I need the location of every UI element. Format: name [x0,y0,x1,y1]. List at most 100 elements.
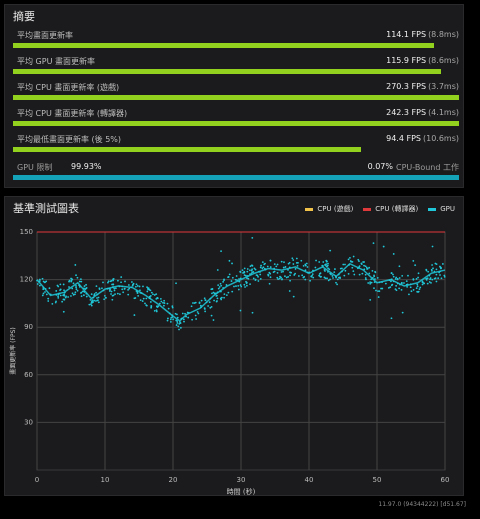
gpu-point [401,311,404,314]
gpu-point [262,266,265,269]
gpu-point [136,285,139,287]
gpu-point [301,274,304,277]
fps-bar [13,147,361,152]
gpu-point [309,279,312,282]
gpu-point [336,283,339,286]
gpu-point [398,277,401,279]
gpu-point [158,302,161,305]
gpu-point [342,263,345,266]
gpu-point [82,294,85,297]
gpu-point [194,314,197,317]
gpu-point [65,295,67,298]
gpu-point [419,286,422,289]
gpu-point [150,305,153,308]
gpu-point [155,293,158,296]
bar-track [13,147,459,152]
gpu-point [210,306,213,308]
gpu-point [231,262,233,265]
gpu-point [431,245,434,248]
gpu-point [275,265,278,268]
gpu-point [326,264,329,267]
gpu-point [179,326,182,329]
gpu-point [142,285,144,288]
gpu-point [378,281,381,284]
gpu-point [149,294,152,297]
gpu-point [214,292,217,295]
gpu-point [47,297,50,300]
gpu-point [443,275,446,278]
gpu-point [90,303,92,306]
gpu-point [45,293,48,296]
gpu-point [111,298,114,301]
x-tick-label: 30 [237,476,246,484]
gpu-point [222,280,225,283]
gpu-point [415,287,418,290]
gpu-point [227,276,229,278]
gpu-point [395,284,398,287]
gpu-point [59,294,62,297]
gpu-point [306,271,309,274]
gpu-point [395,276,398,279]
summary-title: 摘要 [13,10,35,23]
row-value: 115.9 FPS (8.6ms) [386,56,459,65]
gpu-point [333,271,336,274]
gpu-point [239,309,242,312]
gpu-point [192,302,194,304]
gpu-point [410,290,413,293]
gpu-point [273,270,276,273]
gpu-point [263,263,266,266]
avg-low-fps-row: 平均最低畫面更新率 (後 5%) 94.4 FPS (10.6ms) [13,131,459,157]
fps-bar [13,121,459,126]
gpu-point [216,297,219,300]
gpu-point [351,261,354,263]
gpu-bound-row: GPU 限制 99.93% 0.07% CPU-Bound 工作 [13,159,459,185]
gpu-point [150,291,153,294]
gpu-point [435,280,438,283]
gpu-point [245,274,247,277]
gpu-point [263,267,266,270]
gpu-point [363,261,365,263]
gpu-point [394,278,397,280]
gpu-point [380,287,382,290]
gpu-point [358,265,361,268]
gpu-point [114,293,116,296]
gpu-point [128,287,131,290]
gpu-point [105,296,107,299]
gpu-point [302,265,305,267]
gpu-point [250,269,253,272]
gpu-point [439,270,442,273]
bar-track [13,69,459,74]
gpu-point [368,266,371,269]
x-tick-label: 50 [373,476,382,484]
gpu-point [88,303,91,306]
gpu-point [191,318,194,321]
gpu-point [297,275,300,277]
row-label: 平均 GPU 畫面更新率 [17,57,95,66]
gpu-point [364,265,367,268]
gpu-point [79,278,82,281]
gpu-point [177,325,180,328]
gpu-point [142,297,145,300]
gpu-point [167,307,170,310]
gpu-point [243,283,246,286]
legend-item-gpu[interactable]: GPU [428,204,455,214]
gpu-point [249,265,252,268]
gpu-point [373,281,376,284]
gpu-point [112,283,115,286]
fps-bar [13,69,442,74]
gpu-point [287,269,289,271]
gpu-point [92,296,95,299]
gpu-point [374,271,377,274]
gpu-point [249,283,251,286]
gpu-point [252,277,255,280]
gpu-point [254,278,257,281]
legend-item-cpu-game[interactable]: CPU (遊戲) [305,204,353,214]
gpu-bound-percent: 99.93% [71,162,102,171]
gpu-point [63,294,66,297]
gpu-point [167,317,169,320]
gpu-point [280,276,282,279]
legend-item-cpu-render[interactable]: CPU (轉譯器) [363,204,418,214]
gpu-point [304,269,307,272]
gpu-point [93,293,96,295]
gpu-point [197,312,200,315]
